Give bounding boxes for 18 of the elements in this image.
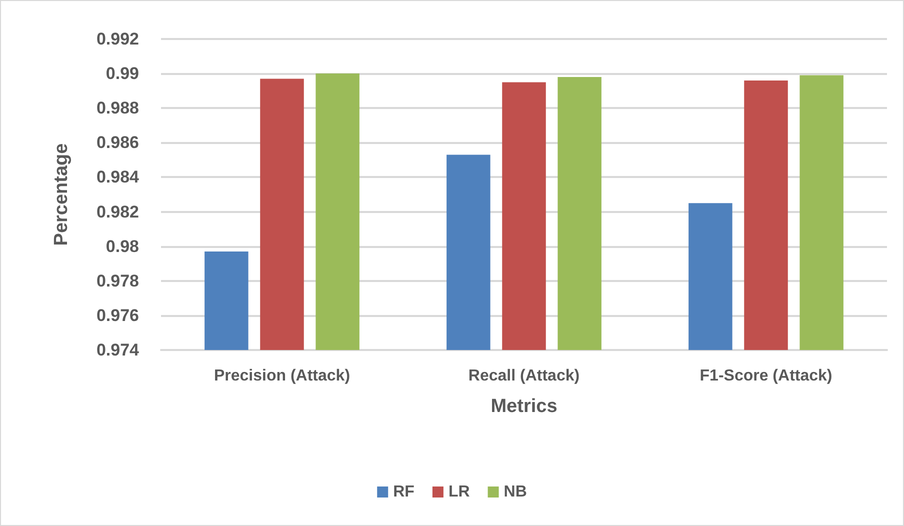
legend-label: RF [393, 484, 415, 500]
y-tick-label: 0.984 [96, 168, 140, 187]
y-tick-label: 0.986 [96, 133, 139, 152]
x-axis-title: Metrics [490, 396, 558, 417]
legend-label: NB [504, 484, 527, 500]
y-tick-label: 0.976 [96, 306, 139, 325]
y-tick-label: 0.988 [96, 98, 139, 118]
y-axis-title: Percentage [51, 143, 72, 246]
y-tick-label: 0.992 [96, 30, 139, 48]
x-tick-label: F1-Score (Attack) [700, 368, 832, 384]
y-tick-label: 0.982 [96, 202, 139, 222]
y-tick-label: 0.974 [96, 340, 140, 360]
x-tick-label: Recall (Attack) [468, 368, 580, 384]
y-tick-label: 0.978 [96, 271, 139, 290]
y-tick-label: 0.98 [106, 236, 139, 256]
y-tick-label: 0.99 [106, 64, 139, 84]
x-tick-label: Precision (Attack) [214, 368, 350, 384]
legend-label: LR [448, 484, 470, 500]
